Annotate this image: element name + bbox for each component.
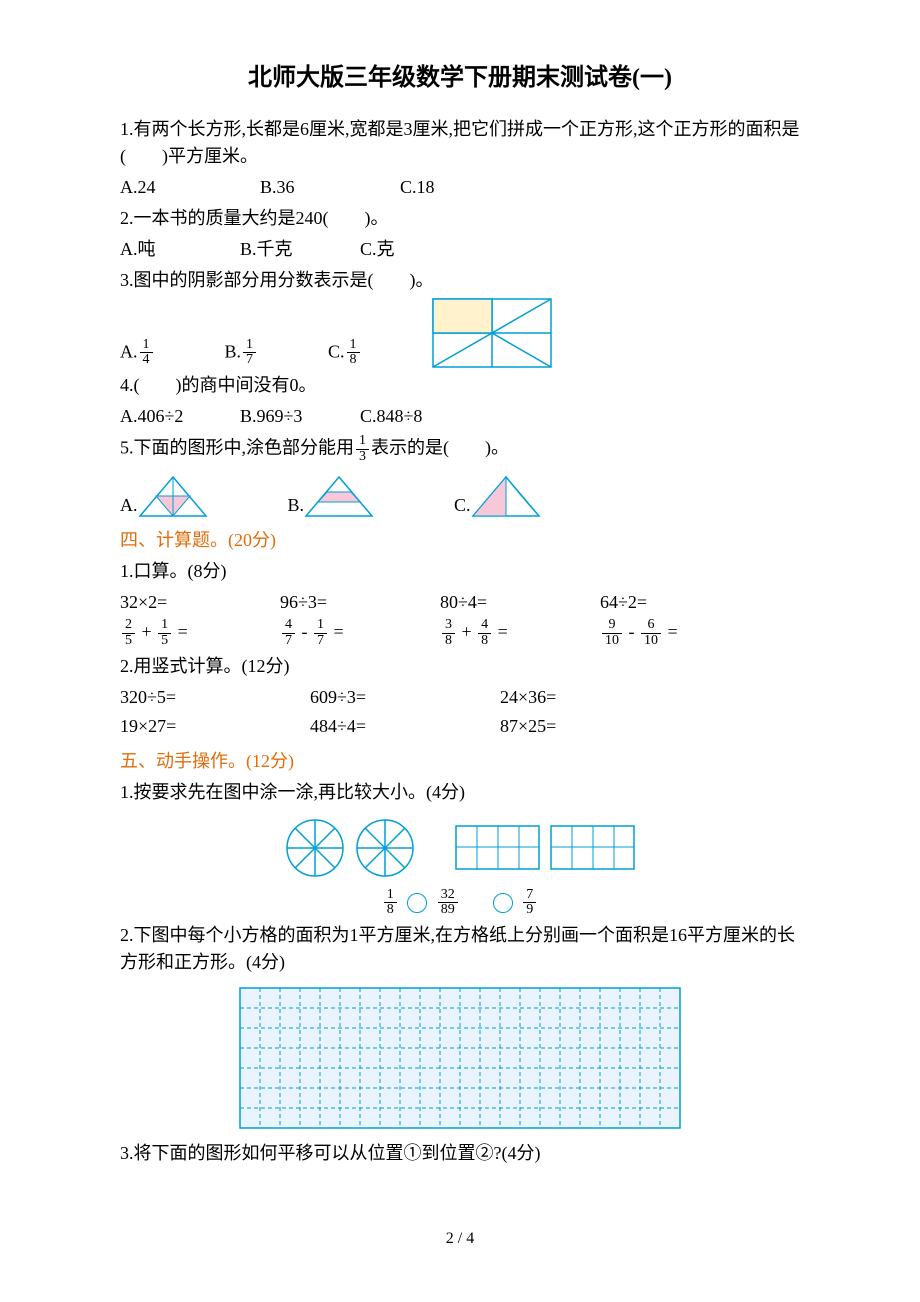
s4-p2: 2.用竖式计算。(12分) (120, 653, 800, 680)
pie2-icon (355, 818, 415, 878)
calc: 64÷2= (600, 589, 700, 616)
page-title: 北师大版三年级数学下册期末测试卷(一) (120, 60, 800, 96)
calc-frac: 38 + 48 = (440, 618, 540, 648)
q2-text: 2.一本书的质量大约是240( )。 (120, 205, 800, 232)
section4-head: 四、计算题。(20分) (120, 527, 800, 554)
q1-options: A.24 B.36 C.18 (120, 174, 800, 201)
triangle-c-icon (471, 474, 541, 519)
q3-figure (432, 298, 552, 368)
q2-c: C.克 (360, 236, 440, 263)
q4-b: B.969÷3 (240, 403, 320, 430)
q3-options: A.14 B.17 C.18 (120, 298, 800, 368)
q4-a: A.406÷2 (120, 403, 200, 430)
calc: 80÷4= (440, 589, 540, 616)
calc-frac: 47 - 17 = (280, 618, 380, 648)
calc: 484÷4= (310, 713, 410, 740)
page-footer: 2 / 4 (120, 1227, 800, 1251)
q5-b: B. (288, 474, 375, 519)
calc: 609÷3= (310, 684, 410, 711)
q5-c: C. (454, 474, 541, 519)
q2-b: B.千克 (240, 236, 320, 263)
compare-row: 18 3289 79 (120, 888, 800, 918)
q2-a: A.吨 (120, 236, 200, 263)
calc: 24×36= (500, 684, 600, 711)
q3-text: 3.图中的阴影部分用分数表示是( )。 (120, 267, 800, 294)
s5-p3: 3.将下面的图形如何平移可以从位置①到位置②?(4分) (120, 1140, 800, 1167)
section5-head: 五、动手操作。(12分) (120, 748, 800, 775)
q3-b: B.17 (225, 338, 259, 368)
q4-text: 4.( )的商中间没有0。 (120, 372, 800, 399)
q4-c: C.848÷8 (360, 403, 440, 430)
dashed-grid-icon (238, 986, 682, 1130)
s4-r1: 32×2= 96÷3= 80÷4= 64÷2= (120, 589, 800, 616)
pie-row (120, 818, 800, 878)
q1-c: C.18 (400, 174, 480, 201)
s5-p1: 1.按要求先在图中涂一涂,再比较大小。(4分) (120, 779, 800, 806)
q1-a: A.24 (120, 174, 200, 201)
s4-p1: 1.口算。(8分) (120, 558, 800, 585)
q5-text: 5.下面的图形中,涂色部分能用13表示的是( )。 (120, 434, 800, 464)
q3-a: A.14 (120, 338, 155, 368)
triangle-b-icon (304, 474, 374, 519)
grid2-icon (550, 825, 635, 870)
q4-options: A.406÷2 B.969÷3 C.848÷8 (120, 403, 800, 430)
calc: 19×27= (120, 713, 220, 740)
q3-c: C.18 (328, 338, 362, 368)
grid1-icon (455, 825, 540, 870)
pie1-icon (285, 818, 345, 878)
calc-frac: 910 - 610 = (600, 618, 700, 648)
s4-r4: 19×27= 484÷4= 87×25= (120, 713, 800, 740)
calc-frac: 25 + 15 = (120, 618, 220, 648)
q1-b: B.36 (260, 174, 340, 201)
q5-options: A. B. C. (120, 474, 800, 519)
q1-text: 1.有两个长方形,长都是6厘米,宽都是3厘米,把它们拼成一个正方形,这个正方形的… (120, 116, 800, 170)
fraction-square-icon (432, 298, 552, 368)
triangle-a-icon (138, 474, 208, 519)
q2-options: A.吨 B.千克 C.克 (120, 236, 800, 263)
calc: 87×25= (500, 713, 600, 740)
compare-circle-icon (493, 893, 513, 913)
s4-r2: 25 + 15 = 47 - 17 = 38 + 48 = 910 - 610 = (120, 618, 800, 648)
calc: 32×2= (120, 589, 220, 616)
compare-circle-icon (407, 893, 427, 913)
calc: 320÷5= (120, 684, 220, 711)
s4-r3: 320÷5= 609÷3= 24×36= (120, 684, 800, 711)
calc: 96÷3= (280, 589, 380, 616)
s5-p2: 2.下图中每个小方格的面积为1平方厘米,在方格纸上分别画一个面积是16平方厘米的… (120, 922, 800, 976)
q5-a: A. (120, 474, 208, 519)
